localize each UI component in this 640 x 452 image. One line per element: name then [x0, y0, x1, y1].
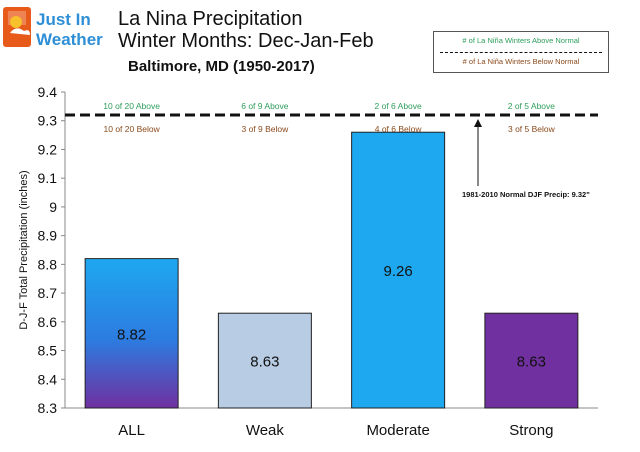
above-count-label: 2 of 6 Above — [374, 101, 422, 111]
logo-text-line2: Weather — [36, 30, 103, 49]
y-tick-label: 8.9 — [38, 228, 58, 244]
y-tick-label: 9.1 — [38, 170, 58, 186]
bar-value-label: 8.63 — [250, 354, 279, 371]
x-tick-label: Moderate — [366, 422, 429, 439]
bar-moderate — [351, 131, 446, 409]
legend-dashed-line — [440, 52, 602, 53]
sun-icon — [10, 16, 22, 28]
y-tick-label: 8.7 — [38, 285, 58, 301]
chart-title-line2: Winter Months: Dec-Jan-Feb — [118, 30, 374, 52]
y-tick-label: 9.4 — [38, 84, 58, 100]
bar-value-label: 8.82 — [117, 326, 146, 343]
x-tick-label: ALL — [118, 422, 145, 439]
bar-strong — [484, 312, 579, 409]
y-axis-label: D-J-F Total Precipitation (inches) — [18, 170, 30, 329]
y-tick-label: 9.2 — [38, 141, 58, 157]
y-tick-label: 8.6 — [38, 314, 58, 330]
legend-above-label: # of La Niña Winters Above Normal — [462, 36, 580, 45]
bar-value-label: 8.63 — [517, 354, 546, 371]
below-count-label: 3 of 9 Below — [241, 124, 289, 134]
above-count-label: 10 of 20 Above — [103, 101, 160, 111]
below-count-label: 3 of 5 Below — [508, 124, 556, 134]
bar-all — [84, 258, 179, 409]
just-in-weather-logo: Just In Weather — [3, 7, 103, 49]
y-tick-label: 8.5 — [38, 343, 58, 359]
y-tick-label: 9.3 — [38, 113, 58, 129]
x-tick-label: Strong — [509, 422, 553, 439]
legend-below-label: # of La Niña Winters Below Normal — [462, 57, 580, 66]
annotation-arrowhead — [474, 118, 482, 127]
y-tick-label: 9 — [49, 199, 57, 215]
y-tick-label: 8.4 — [38, 371, 58, 387]
normal-precip-annotation: 1981-2010 Normal DJF Precip: 9.32" — [462, 190, 590, 199]
x-tick-label: Weak — [246, 422, 285, 439]
above-count-label: 2 of 5 Above — [508, 101, 556, 111]
logo-text-line1: Just In — [36, 10, 91, 29]
chart-subtitle: Baltimore, MD (1950-2017) — [128, 58, 315, 75]
below-count-label: 4 of 6 Below — [375, 124, 423, 134]
below-count-label: 10 of 20 Below — [104, 124, 161, 134]
bar-value-label: 9.26 — [384, 263, 413, 280]
chart-title-line1: La Nina Precipitation — [118, 8, 303, 30]
legend: # of La Niña Winters Above Normal # of L… — [433, 31, 609, 73]
bar-weak — [217, 312, 312, 409]
cloud-icon — [10, 28, 30, 35]
above-count-label: 6 of 9 Above — [241, 101, 289, 111]
y-tick-label: 8.3 — [38, 400, 58, 416]
y-tick-label: 8.8 — [38, 256, 58, 272]
